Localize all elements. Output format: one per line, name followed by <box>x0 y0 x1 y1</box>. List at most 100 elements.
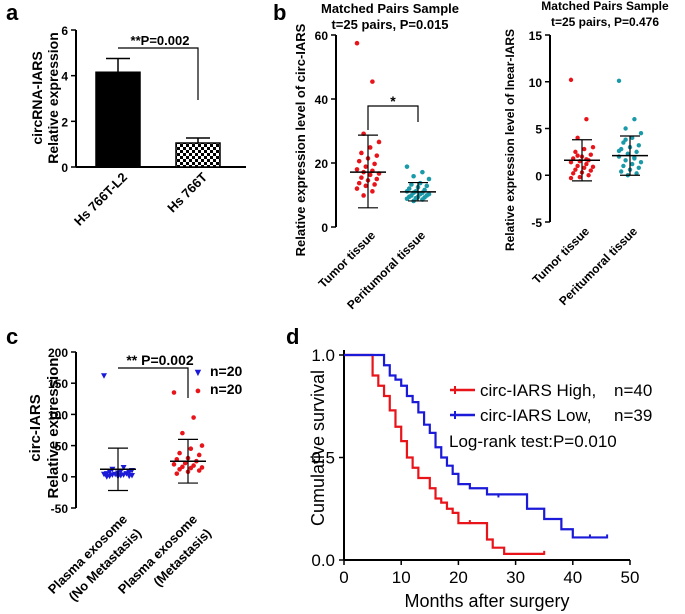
panel-b-left: Matched Pairs Sample t=25 pairs, P=0.015… <box>293 1 459 312</box>
panel-b2-point <box>634 171 639 176</box>
panel-b2-point <box>575 163 580 169</box>
panel-b1-ylabel: Relative expression level of circ-IARS <box>293 23 308 256</box>
panel-b2-point <box>634 149 639 155</box>
panel-d-xtick-label: 0 <box>339 568 348 587</box>
panel-c-ylabel-line2: Relative expression <box>45 358 62 499</box>
panel-d-xlabel: Months after surgery <box>404 591 569 611</box>
panel-a-bar-hs766t <box>175 142 221 168</box>
panel-c-ytick-label: 150 <box>48 377 68 391</box>
panel-a-ytick-label: 4 <box>61 70 68 84</box>
panel-c-ytick-label: 0 <box>61 471 68 485</box>
panel-b1-point <box>354 186 360 191</box>
panel-d-ytick-label: 1.0 <box>311 346 335 365</box>
panel-a-bar-hs766t-l2 <box>95 71 141 168</box>
panel-b2-point <box>573 149 578 155</box>
panel-b2-point <box>636 165 641 170</box>
panel-c-ytick-label: 50 <box>55 440 69 454</box>
panel-b2-point <box>630 161 635 167</box>
panel-b2-point <box>630 135 635 141</box>
panel-b1-ytick-label: 60 <box>315 29 329 43</box>
panel-c: circ-IARS Relative expression -50 0 50 100 1… <box>27 346 243 604</box>
panel-c-legend-label: n=20 <box>210 381 243 397</box>
panel-d-legend-n: n=39 <box>614 406 652 425</box>
panel-b1-ytick-label: 0 <box>321 221 328 235</box>
panel-label-b: b <box>273 0 286 25</box>
panel-b1-point <box>367 172 373 178</box>
panel-d-xtick-label: 20 <box>449 568 468 587</box>
panel-b2-ytick-label: 15 <box>529 29 543 43</box>
panel-b2-point <box>571 156 576 161</box>
panel-b1-significance-bracket <box>367 105 419 130</box>
panel-b2-point <box>623 137 628 142</box>
panel-b2-ytick-label: 5 <box>535 123 542 137</box>
panel-b1-point <box>356 158 362 164</box>
panel-d: Cumulative survival 0.0 0.5 1.0 0 10 20 30 40 5… <box>308 346 652 611</box>
panel-b2-ytick-label: 10 <box>529 76 543 90</box>
panel-b2-point <box>616 148 622 154</box>
panel-b2-point <box>638 130 644 136</box>
panel-b2-point <box>616 78 622 84</box>
panel-b2-point <box>577 174 582 180</box>
panel-c-point <box>106 469 113 475</box>
panel-a-ytick-label: 2 <box>61 115 68 129</box>
panel-b1-point <box>363 183 369 189</box>
panel-a: circRNA-IARS Relative expression 0 2 4 6 **… <box>29 24 246 229</box>
panel-b2-point <box>632 155 637 160</box>
panel-c-significance-bracket <box>118 367 189 398</box>
panel-c-point <box>171 390 177 395</box>
panel-b1-point <box>354 40 360 46</box>
panel-d-legend-label: circ-IARS High, <box>480 381 596 400</box>
panel-b1-point <box>359 175 364 180</box>
panel-b1-point <box>361 193 366 198</box>
panel-c-point <box>103 474 110 480</box>
panel-b2-point <box>568 175 574 181</box>
panel-c-point <box>171 462 177 467</box>
panel-c-ylabel-line1: circ-IARS <box>27 394 44 462</box>
panel-b1-title-line1: Matched Pairs Sample <box>321 1 459 16</box>
panel-a-ytick-label: 6 <box>61 24 68 38</box>
panel-d-ylabel: Cumulative survival <box>308 370 328 526</box>
panel-b1-point <box>356 180 362 186</box>
panel-c-point <box>188 465 194 471</box>
panel-b1-point <box>376 139 382 145</box>
panel-b1-point <box>424 183 430 189</box>
panel-a-significance-bracket <box>118 47 199 100</box>
panel-d-legend-n: n=40 <box>614 381 652 400</box>
panel-c-point <box>196 452 202 458</box>
panel-label-c: c <box>6 324 18 349</box>
panel-b2-point <box>619 169 624 174</box>
panel-a-ylabel-line2: Relative expression <box>45 32 61 164</box>
panel-c-annotation: ** P=0.002 <box>126 352 194 368</box>
panel-b2-point <box>575 135 580 141</box>
panel-b1-point <box>374 153 380 158</box>
panel-c-point <box>196 468 202 473</box>
panel-b1-point <box>404 196 410 202</box>
panel-b1-ytick-label: 20 <box>315 157 329 171</box>
panel-b1-point <box>367 145 373 150</box>
panel-d-xtick-label: 50 <box>621 568 640 587</box>
panel-d-survival-curve-red <box>344 353 545 555</box>
panel-b2-point <box>584 116 589 122</box>
panel-b1-annotation: * <box>390 93 396 109</box>
panel-b2-ytick-label: -5 <box>531 216 542 230</box>
panel-b2-point <box>571 171 576 176</box>
panel-b2-point <box>636 143 641 148</box>
panel-b2-point <box>588 168 593 173</box>
panel-b1-ytick-label: 40 <box>315 93 329 107</box>
panel-c-ytick-label: -50 <box>51 502 69 516</box>
panel-b1-point <box>354 167 360 172</box>
panel-b2-point <box>623 158 628 163</box>
panel-b-right: Matched Pairs Sample t=25 pairs, P=0.476… <box>503 0 669 308</box>
panel-c-ytick-label: 200 <box>48 346 68 360</box>
panel-c-point <box>180 430 185 436</box>
panel-b2-point <box>590 164 596 170</box>
panel-d-xtick-label: 30 <box>506 568 525 587</box>
panel-b1-point <box>372 182 377 187</box>
panel-b1-point <box>363 164 369 169</box>
panel-b1-point <box>409 182 414 187</box>
panel-b2-point <box>582 146 587 152</box>
panel-b2-title-line1: Matched Pairs Sample <box>541 0 669 13</box>
panel-b1-point <box>359 150 364 156</box>
panel-b1-point <box>426 176 432 182</box>
